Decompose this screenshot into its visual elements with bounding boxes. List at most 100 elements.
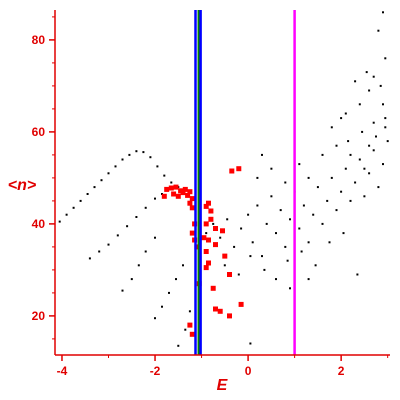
red-point-27 [203, 249, 209, 254]
red-point-15 [203, 203, 209, 209]
red-point-40 [189, 331, 195, 337]
black-point-109 [349, 153, 352, 156]
black-point-93 [321, 153, 324, 156]
black-point-1 [65, 213, 68, 216]
black-point-6 [100, 179, 103, 182]
red-point-38 [227, 313, 232, 319]
black-point-47 [251, 241, 254, 244]
black-point-39 [188, 310, 191, 313]
black-point-116 [384, 57, 387, 60]
plot-area [58, 10, 389, 355]
black-point-96 [361, 130, 364, 133]
black-point-78 [237, 273, 240, 276]
y-tick-label-1: 40 [32, 217, 46, 231]
black-point-3 [79, 199, 82, 202]
x-ticks: -4 -2 0 2 [57, 355, 389, 378]
red-point-35 [213, 306, 218, 312]
black-point-22 [126, 225, 129, 228]
black-point-11 [135, 150, 138, 153]
red-point-37 [238, 301, 244, 307]
black-point-12 [142, 151, 145, 154]
black-point-51 [270, 195, 273, 198]
black-point-50 [265, 222, 268, 225]
black-point-100 [344, 112, 347, 115]
red-point-22 [220, 228, 225, 234]
vertical-lines [194, 10, 296, 355]
black-point-92 [307, 176, 310, 179]
black-point-65 [335, 209, 338, 212]
black-point-81 [275, 278, 277, 281]
black-point-104 [365, 71, 368, 74]
black-point-28 [130, 278, 133, 281]
red-point-4 [182, 186, 188, 192]
black-point-29 [137, 264, 140, 267]
black-point-70 [358, 158, 361, 161]
black-point-60 [312, 213, 315, 216]
red-point-1 [168, 185, 174, 191]
black-point-18 [88, 257, 91, 260]
red-point-23 [189, 230, 195, 236]
black-point-5 [93, 186, 96, 189]
black-point-52 [275, 232, 277, 235]
red-point-11 [161, 193, 167, 199]
red-point-16 [208, 208, 214, 214]
black-point-85 [328, 241, 331, 244]
red-point-18 [203, 221, 209, 227]
red-point-8 [180, 190, 186, 196]
black-point-79 [249, 255, 252, 258]
black-point-25 [154, 197, 156, 200]
red-point-41 [236, 166, 242, 172]
black-point-89 [270, 167, 273, 170]
black-point-110 [368, 144, 371, 147]
black-point-62 [321, 222, 324, 225]
black-point-80 [263, 268, 266, 271]
black-point-48 [256, 204, 259, 207]
black-point-45 [240, 227, 243, 230]
red-point-0 [164, 186, 170, 192]
black-point-53 [279, 209, 282, 212]
black-point-33 [161, 305, 163, 308]
red-point-21 [213, 226, 218, 231]
red-point-14 [206, 200, 211, 206]
black-point-83 [300, 250, 303, 253]
black-point-7 [107, 172, 110, 175]
black-point-102 [368, 89, 371, 92]
red-point-32 [227, 272, 232, 277]
red-point-36 [217, 308, 223, 314]
black-point-9 [121, 158, 124, 161]
black-point-8 [114, 165, 117, 168]
black-point-64 [330, 176, 333, 179]
red-point-39 [187, 322, 193, 328]
red-point-28 [206, 260, 211, 266]
black-point-73 [372, 149, 375, 152]
black-point-15 [163, 174, 166, 177]
black-point-57 [298, 227, 301, 230]
black-point-13 [149, 156, 152, 159]
black-point-37 [177, 344, 180, 347]
black-point-54 [284, 245, 287, 248]
black-point-67 [344, 167, 347, 170]
x-tick-label-3: 2 [338, 364, 345, 378]
red-point-13 [189, 205, 195, 211]
black-point-10 [128, 153, 131, 156]
black-point-118 [289, 287, 291, 290]
black-point-75 [382, 163, 384, 166]
y-axis-label: <n> [8, 177, 36, 194]
black-point-16 [170, 181, 173, 184]
black-point-105 [384, 117, 387, 120]
black-point-107 [375, 135, 377, 138]
red-point-31 [222, 253, 228, 259]
black-point-114 [382, 11, 384, 14]
black-point-87 [356, 273, 359, 276]
black-point-115 [372, 75, 375, 78]
black-point-42 [219, 236, 222, 239]
black-point-34 [168, 291, 170, 294]
black-point-24 [144, 206, 147, 209]
black-point-19 [98, 250, 101, 253]
black-point-46 [247, 213, 250, 216]
red-point-26 [194, 244, 200, 250]
red-point-9 [185, 192, 191, 198]
black-point-106 [354, 80, 357, 83]
red-point-19 [201, 235, 207, 241]
